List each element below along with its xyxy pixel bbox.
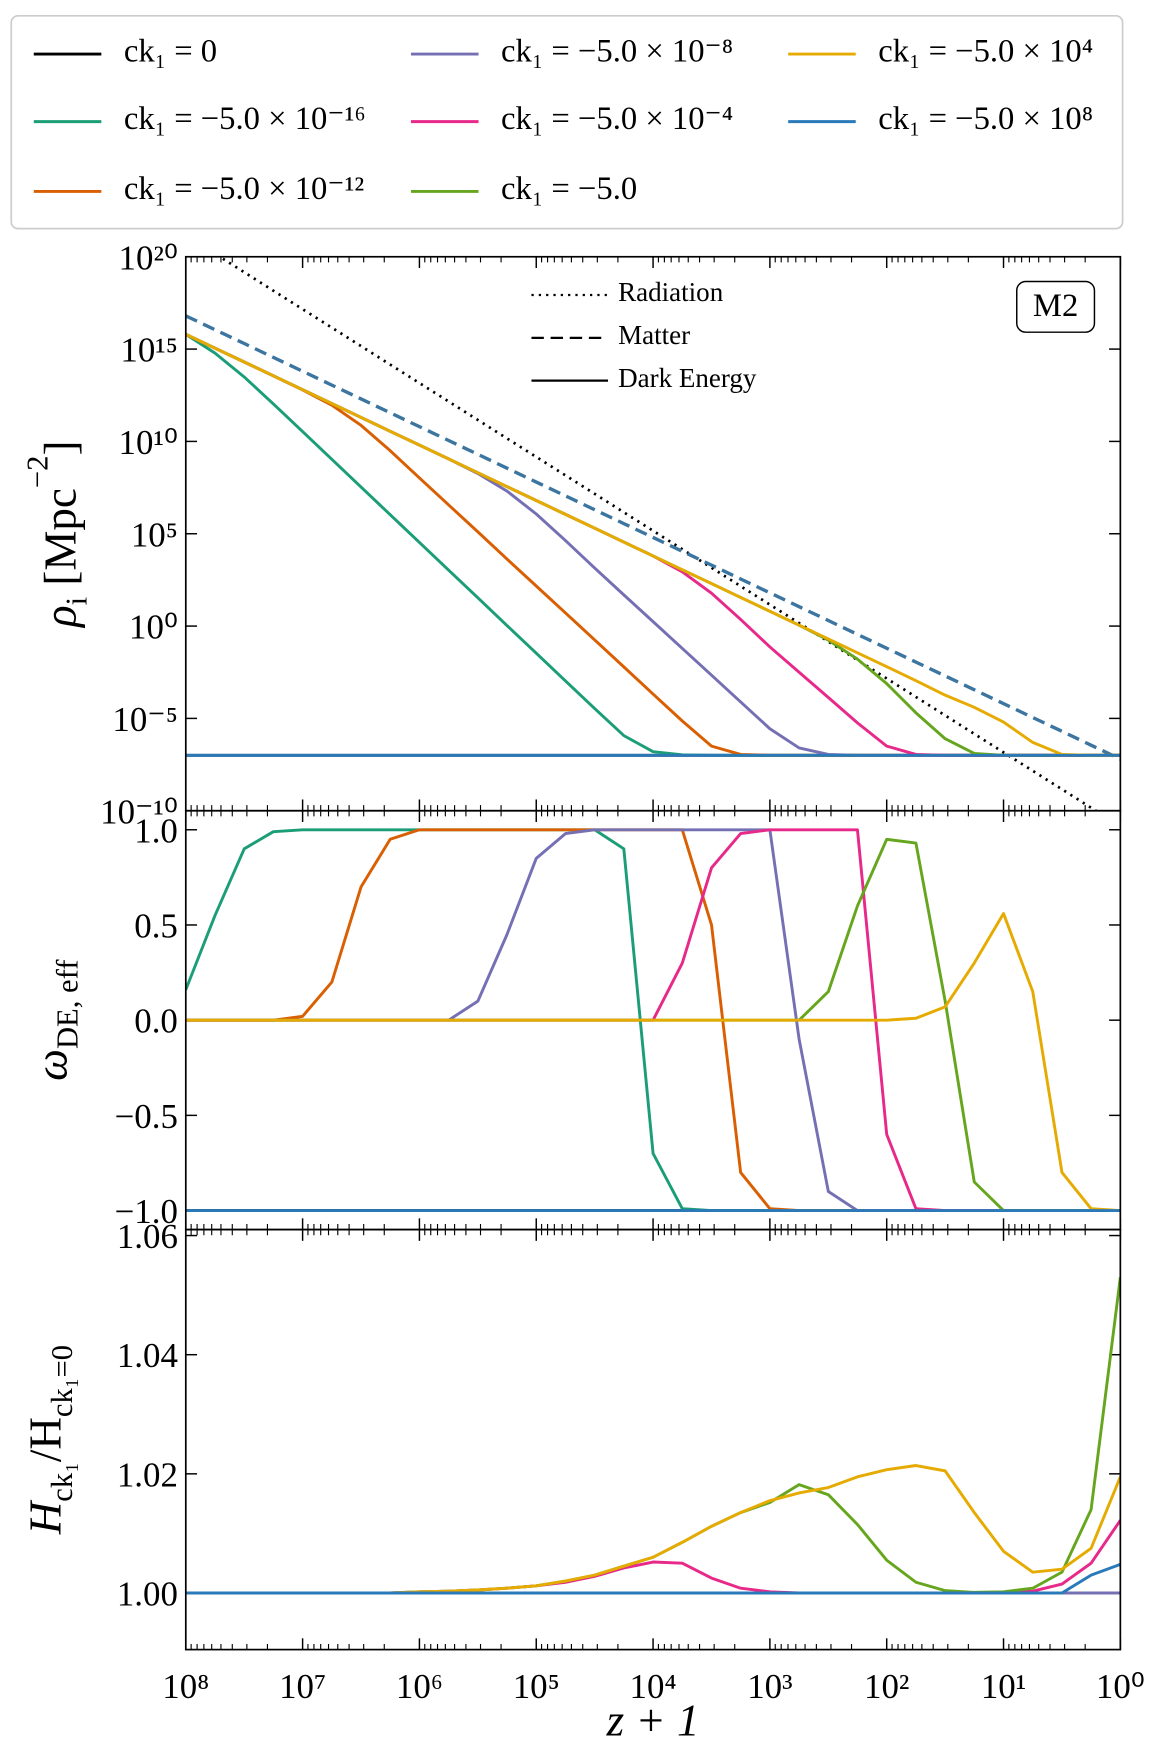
y-tick-label: 0.0 (134, 1002, 178, 1041)
legend-label: ck₁ = −5.0 (501, 171, 637, 207)
series-line (185, 332, 1121, 757)
x-tick-label: 10² (864, 1667, 909, 1706)
label-subscript: i (60, 597, 94, 606)
x-tick-label: 10³ (747, 1667, 792, 1706)
y-tick-label: 10¹⁵ (120, 331, 178, 370)
legend-label: ck₁ = −5.0 × 10⁴ (878, 34, 1093, 70)
legend-label: ck₁ = −5.0 × 10⁻¹² (124, 171, 365, 207)
x-axis-label: z + 1 (606, 1695, 700, 1745)
y-tick-label: 10⁰ (129, 608, 178, 647)
legend-label: ck₁ = −5.0 × 10⁻¹⁶ (124, 101, 366, 137)
label-subscript: DE, eff (51, 959, 85, 1049)
series-line (185, 1464, 1121, 1595)
x-tick-label: 10⁰ (1096, 1667, 1145, 1706)
annotation-box (1016, 280, 1096, 333)
label-text: /H (21, 1417, 71, 1462)
legend-label: ck₁ = −5.0 × 10⁻⁴ (501, 101, 733, 137)
y-axis-label: Hck₁/Hck₁=0 (21, 1345, 79, 1535)
annotation: M2 (1033, 288, 1078, 324)
label-subscript: ck₁=0 (45, 1345, 79, 1417)
radiation-legend-label: Radiation (618, 277, 724, 307)
label-text: H (21, 1499, 71, 1535)
y-tick-label: 10¹⁰ (119, 423, 178, 462)
y-tick-label: 1.04 (117, 1336, 178, 1375)
plot-frame (184, 1228, 1122, 1651)
dark-energy-legend-label: Dark Energy (618, 363, 757, 393)
y-tick-label: 10²⁰ (119, 238, 178, 277)
y-axis-label: ρi [Mpc−2] (21, 441, 94, 629)
matter-legend-label: Matter (618, 320, 690, 350)
series-line (185, 1563, 1121, 1595)
series-line (185, 332, 1121, 757)
x-tick-label: 10⁸ (162, 1667, 209, 1706)
y-tick-label: 1.00 (117, 1575, 178, 1614)
series-line (185, 912, 1121, 1213)
legend-label: ck₁ = 0 (124, 34, 217, 70)
y-tick-label: −1.0 (115, 1192, 178, 1231)
y-tick-label: 1.0 (134, 811, 178, 850)
x-tick-label: 10⁵ (513, 1667, 560, 1706)
label-text: ] (36, 441, 86, 456)
y-tick-label: 10⁵ (131, 515, 178, 554)
radiation-line (217, 256, 1099, 811)
label-subscript: ck₁ (45, 1462, 79, 1502)
matter-line (185, 314, 1121, 761)
legend-label: ck₁ = −5.0 × 10⁸ (878, 101, 1093, 137)
label-superscript: −2 (21, 456, 55, 489)
x-tick-label: 10¹ (981, 1667, 1026, 1706)
x-tick-label: 10⁶ (396, 1667, 443, 1706)
label-text: [Mpc (36, 488, 86, 597)
y-tick-label: 10⁻⁵ (112, 700, 177, 739)
y-tick-label: 0.5 (134, 906, 178, 945)
label-text: ω (27, 1049, 77, 1081)
label-text: ρ (36, 605, 86, 629)
y-tick-label: 10⁻¹⁰ (100, 792, 178, 831)
y-tick-label: 1.06 (117, 1217, 178, 1256)
y-tick-label: −0.5 (115, 1097, 178, 1136)
legend-box (10, 14, 1124, 230)
x-tick-label: 10⁴ (630, 1667, 677, 1706)
y-tick-label: 1.02 (117, 1455, 178, 1494)
series-line (185, 1277, 1121, 1595)
y-axis-label: ωDE, eff (27, 959, 85, 1081)
legend-label: ck₁ = −5.0 × 10⁻⁸ (501, 34, 733, 70)
x-tick-label: 10⁷ (279, 1667, 326, 1706)
